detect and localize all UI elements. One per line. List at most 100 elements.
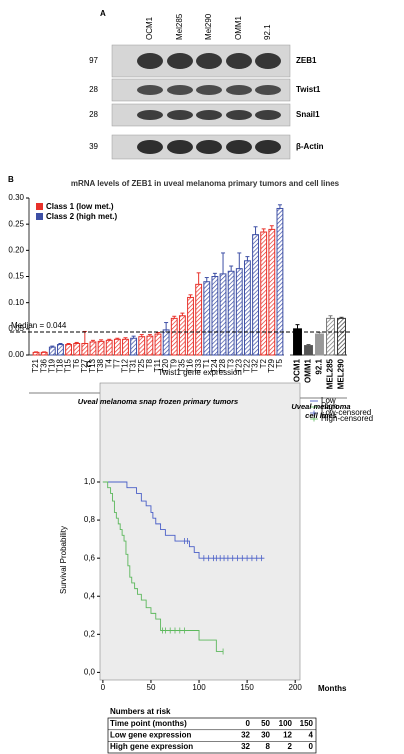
x-tick-label: T38 [96,358,105,372]
x-tick-label: T36 [39,358,48,372]
x-tick-label: 50 [147,683,156,692]
blot-band [226,110,252,120]
x-tick-label: T35 [177,358,186,372]
bar [276,207,284,356]
bar [65,344,73,356]
x-tick-label: T23 [234,358,243,372]
bar [73,342,81,356]
table-cell: 32 [241,731,250,740]
marker-label: 28 [89,85,98,94]
x-tick-label: T12 [121,358,130,372]
bar [162,329,170,356]
table-cell: 8 [266,742,271,751]
protein-label: β-Actin [296,142,324,151]
bar [81,342,89,356]
x-tick-label: 0 [101,683,106,692]
bar [97,340,105,356]
blot-band [255,140,281,154]
protein-label: Twist1 [296,85,321,94]
x-tick-label: T32 [251,358,260,372]
x-tick-label: 200 [289,683,303,692]
table-cell: 100 [279,719,293,728]
x-tick-label: 100 [192,683,206,692]
table-cell: 2 [288,742,293,751]
bar [122,338,129,356]
x-tick-label: 150 [240,683,254,692]
y-tick-label: 0,2 [84,629,96,638]
bar [48,346,56,356]
x-tick-label: T1 [202,358,211,368]
y-tick-label: 0.25 [8,219,24,228]
x-tick-label: T15 [64,358,73,372]
legend-swatch [36,213,43,220]
y-tick-label: 0.05 [8,324,24,333]
bar [268,228,276,356]
legend-label: Class 2 (high met.) [46,212,117,221]
blot-band [255,110,281,120]
x-axis-label: Months [318,684,347,693]
legend-label: Class 1 (low met.) [46,202,114,211]
table-cell: Low gene expression [110,731,191,740]
blot-band [167,110,193,120]
y-tick-label: 0,6 [84,553,96,562]
bar [105,339,113,356]
blot-band [137,140,163,154]
chart-title: Twist1 gene expression [158,368,242,377]
panel-label: C [86,360,92,369]
bar [40,351,48,356]
legend-label: Low [321,396,336,405]
x-tick-label: T7 [112,358,121,368]
legend-label: High-censored [321,414,373,423]
x-tick-label: T19 [47,358,56,372]
blot-band [137,53,163,69]
blot-band [196,53,222,69]
bar [113,338,121,356]
bar [219,273,227,356]
blot-band [167,85,193,95]
bar [235,268,243,356]
survival-curve [102,481,224,652]
bar [138,336,146,356]
y-tick-label: 1,0 [84,477,96,486]
median-label: Median = 0.044 [11,321,67,330]
table-cell: 50 [261,719,270,728]
blot-band [196,110,222,120]
x-tick-label: OMM1 [304,358,313,383]
bar [326,317,335,356]
blot-band [255,53,281,69]
table-cell: 4 [309,731,314,740]
x-tick-label: T25 [137,358,146,372]
legend-swatch [36,203,43,210]
blot-band [226,140,252,154]
table-cell: 0 [309,742,314,751]
bar [89,341,97,356]
blot-band [196,140,222,154]
x-tick-label: T22 [243,358,252,372]
bar [315,333,324,356]
bar [170,317,178,356]
bar [304,345,313,356]
marker-label: 97 [89,56,98,65]
marker-label: 39 [89,142,98,151]
panel-label: A [100,9,106,18]
x-tick-label: T5 [275,358,284,368]
y-tick-label: 0,0 [84,667,96,676]
bar [187,296,194,356]
lane-label: Mel285 [175,13,184,40]
x-tick-label: T2 [259,358,268,368]
marker-label: 28 [89,110,98,119]
bar [178,315,186,356]
legend-symbol [310,410,318,416]
group-label: Uveal melanoma snap frozen primary tumor… [77,397,239,406]
bar [293,328,302,356]
table-cell: Time point (months) [110,719,187,728]
table-cell: High gene expression [110,742,193,751]
blot-band [167,53,193,69]
bar [211,276,219,356]
x-tick-label: T6 [72,358,81,368]
x-tick-label: T29 [267,358,276,372]
bar [243,260,251,356]
x-tick-label: T3 [226,358,235,368]
legend-label: Low-censored [321,408,371,417]
